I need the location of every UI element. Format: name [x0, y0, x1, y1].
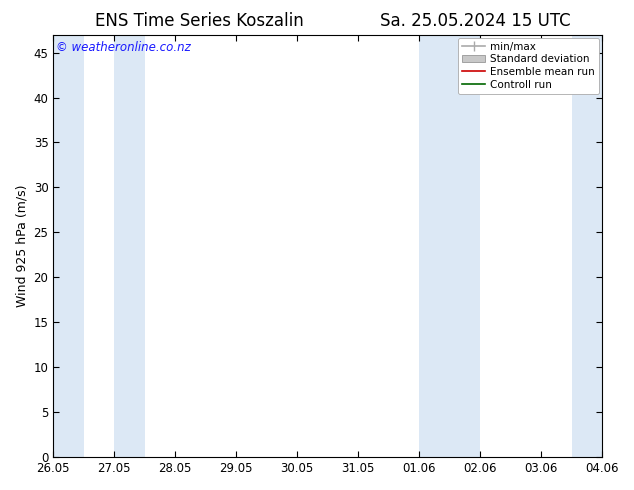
Text: ENS Time Series Koszalin: ENS Time Series Koszalin	[95, 12, 304, 30]
Bar	[633, 35, 634, 457]
Text: © weatheronline.co.nz: © weatheronline.co.nz	[56, 41, 191, 54]
Bar	[114, 35, 145, 457]
Bar	[572, 35, 633, 457]
Bar	[53, 35, 84, 457]
Legend: min/max, Standard deviation, Ensemble mean run, Controll run: min/max, Standard deviation, Ensemble me…	[458, 38, 599, 94]
Bar	[419, 35, 481, 457]
Y-axis label: Wind 925 hPa (m/s): Wind 925 hPa (m/s)	[15, 185, 28, 307]
Text: Sa. 25.05.2024 15 UTC: Sa. 25.05.2024 15 UTC	[380, 12, 571, 30]
